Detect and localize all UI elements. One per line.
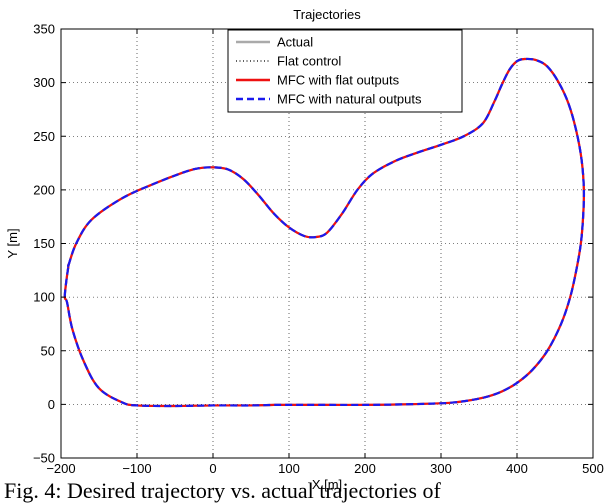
- y-tick-label: 0: [48, 397, 55, 412]
- x-tick-label: 100: [278, 461, 300, 476]
- x-tick-label: 200: [354, 461, 376, 476]
- legend: Actual Flat control MFC with flat outputs M…: [227, 29, 463, 113]
- legend-entry: Flat control: [277, 54, 341, 69]
- y-tick-label: 350: [33, 22, 55, 37]
- y-tick-label: 100: [33, 290, 55, 305]
- y-tick-label: 150: [33, 236, 55, 251]
- legend-box: [227, 29, 463, 113]
- chart-title: Trajectories: [293, 7, 361, 22]
- series-line-4: [63, 57, 586, 408]
- grid: [61, 29, 593, 458]
- y-tick-label: 50: [41, 343, 55, 358]
- x-tick-label: 500: [582, 461, 604, 476]
- y-tick-label: −50: [33, 451, 55, 466]
- y-tick-label: 300: [33, 75, 55, 90]
- ticks: −200 −100 0 100 200 300 400 500 −50 0 50 100 150 200 2…: [33, 22, 604, 477]
- y-axis-label: Y [m]: [5, 228, 20, 258]
- x-axis-label: X [m]: [312, 477, 342, 492]
- legend-entry: Actual: [277, 35, 313, 50]
- figure-caption: Fig. 4: Desired trajectory vs. actual tr…: [4, 478, 441, 503]
- x-tick-label: −100: [122, 461, 151, 476]
- x-tick-label: 300: [430, 461, 452, 476]
- x-tick-label: 400: [506, 461, 528, 476]
- x-tick-label: −200: [46, 461, 75, 476]
- legend-entry: MFC with flat outputs: [277, 73, 400, 88]
- y-tick-label: 200: [33, 182, 55, 197]
- legend-entry: MFC with natural outputs: [277, 92, 422, 107]
- x-tick-label: 0: [209, 461, 216, 476]
- series-layer: [63, 57, 586, 408]
- y-tick-label: 250: [33, 129, 55, 144]
